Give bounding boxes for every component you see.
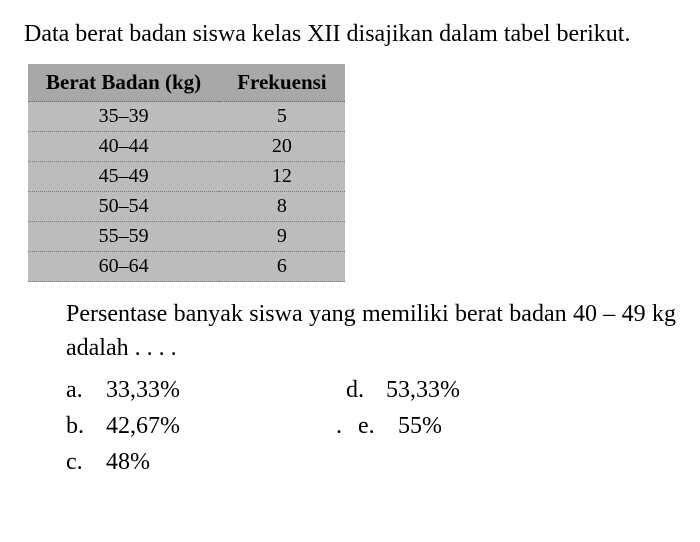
- table-cell-range: 50–54: [28, 192, 219, 222]
- option-d: d. 53,33%: [346, 372, 460, 408]
- option-letter: a.: [66, 372, 106, 408]
- table-cell-freq: 20: [219, 132, 344, 162]
- option-row: a. 33,33% d. 53,33%: [66, 372, 676, 408]
- option-letter: e.: [358, 408, 398, 444]
- table-cell-freq: 9: [219, 222, 344, 252]
- table-cell-range: 45–49: [28, 162, 219, 192]
- table-header-weight: Berat Badan (kg): [28, 64, 219, 102]
- option-value: 55%: [398, 408, 442, 444]
- table-cell-freq: 12: [219, 162, 344, 192]
- table-cell-range: 60–64: [28, 252, 219, 282]
- option-c: c. 48%: [66, 444, 346, 480]
- table-row: 55–59 9: [28, 222, 345, 252]
- options-container: a. 33,33% d. 53,33% b. 42,67% . e. 55% c…: [66, 372, 676, 480]
- table-cell-freq: 6: [219, 252, 344, 282]
- option-row: b. 42,67% . e. 55%: [66, 408, 676, 444]
- option-value: 33,33%: [106, 372, 346, 408]
- option-a: a. 33,33%: [66, 372, 346, 408]
- table-header-row: Berat Badan (kg) Frekuensi: [28, 64, 345, 102]
- option-letter: c.: [66, 444, 106, 480]
- intro-text: Data berat badan siswa kelas XII disajik…: [24, 18, 676, 50]
- table-row: 60–64 6: [28, 252, 345, 282]
- table-row: 35–39 5: [28, 102, 345, 132]
- table-cell-range: 35–39: [28, 102, 219, 132]
- table-cell-freq: 8: [219, 192, 344, 222]
- option-letter: b.: [66, 408, 106, 444]
- option-value: 42,67%: [106, 408, 346, 444]
- frequency-table: Berat Badan (kg) Frekuensi 35–39 5 40–44…: [28, 64, 345, 282]
- table-row: 40–44 20: [28, 132, 345, 162]
- table-cell-range: 55–59: [28, 222, 219, 252]
- dot-marker: .: [336, 408, 342, 444]
- option-value: 53,33%: [386, 372, 460, 408]
- option-value: 48%: [106, 444, 346, 480]
- table-header-frequency: Frekuensi: [219, 64, 344, 102]
- question-text: Persentase banyak siswa yang memiliki be…: [66, 298, 676, 365]
- table-row: 45–49 12: [28, 162, 345, 192]
- option-letter: d.: [346, 372, 386, 408]
- table-cell-freq: 5: [219, 102, 344, 132]
- table-row: 50–54 8: [28, 192, 345, 222]
- option-row: c. 48%: [66, 444, 676, 480]
- table-cell-range: 40–44: [28, 132, 219, 162]
- option-e: . e. 55%: [346, 408, 442, 444]
- option-b: b. 42,67%: [66, 408, 346, 444]
